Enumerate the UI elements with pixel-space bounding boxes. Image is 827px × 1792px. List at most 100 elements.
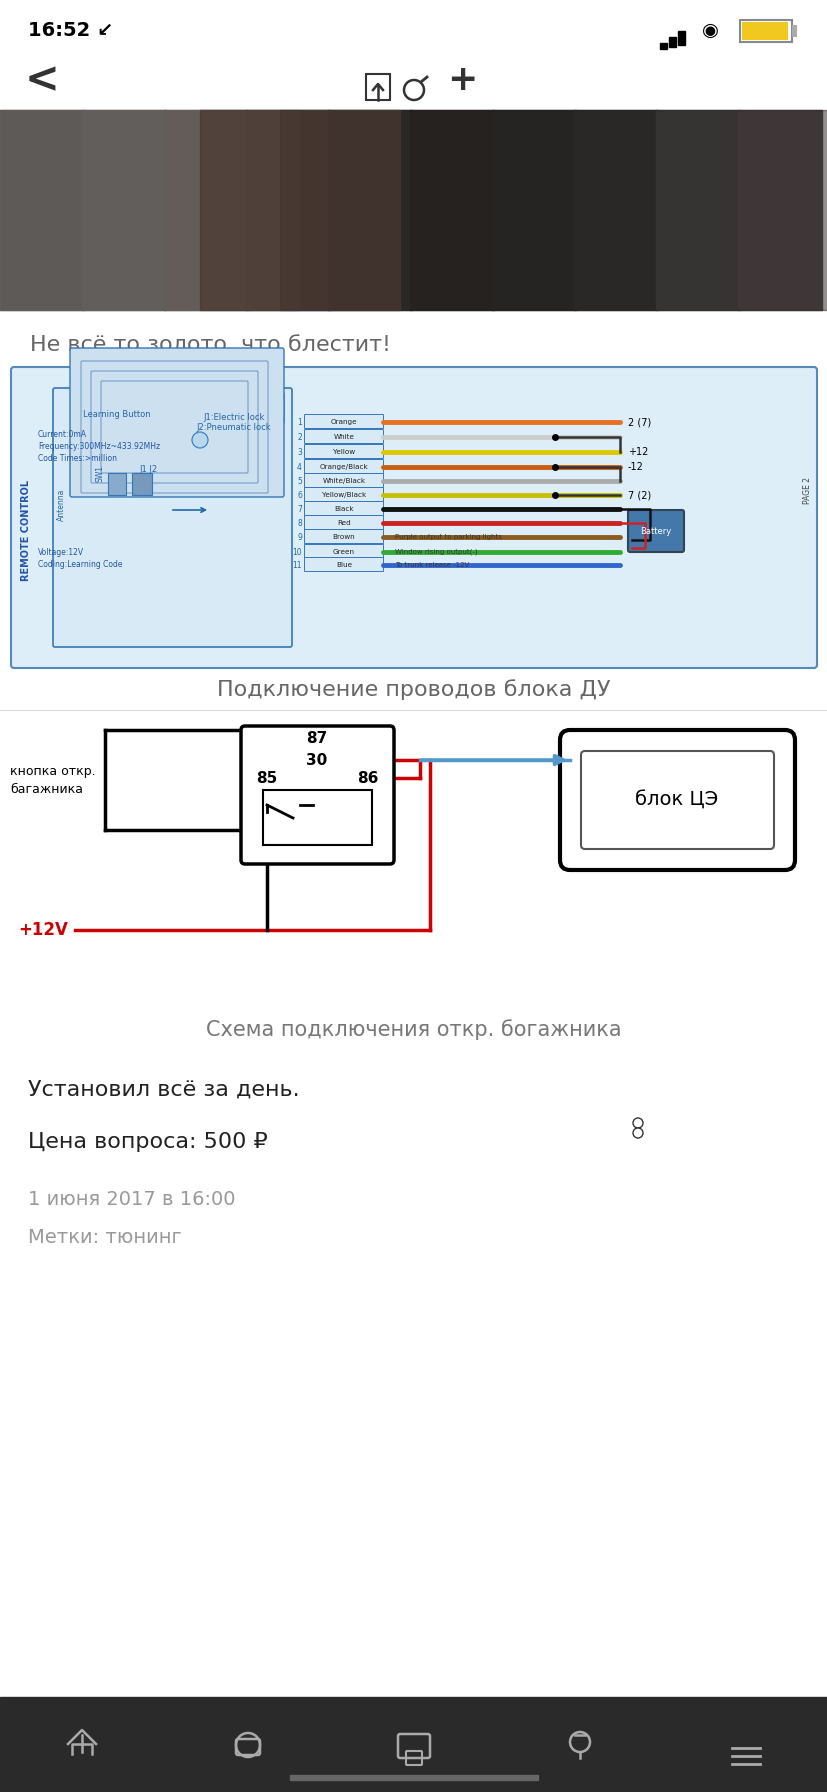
Text: ◉: ◉ xyxy=(700,20,718,39)
FancyBboxPatch shape xyxy=(304,557,383,572)
Bar xyxy=(200,109,399,310)
FancyBboxPatch shape xyxy=(184,392,284,423)
Text: Подключение проводов блока ДУ: Подключение проводов блока ДУ xyxy=(217,679,610,701)
FancyBboxPatch shape xyxy=(53,389,292,647)
Text: Схема подключения откр. богажника: Схема подключения откр. богажника xyxy=(206,1020,621,1041)
Bar xyxy=(677,30,684,45)
Text: Yellow/Black: Yellow/Black xyxy=(322,493,366,498)
Text: 3: 3 xyxy=(297,448,302,457)
Text: +: + xyxy=(447,63,476,97)
Text: Green: Green xyxy=(332,548,355,556)
Text: +12V: +12V xyxy=(18,921,68,939)
Text: кнопка откр.
багажника: кнопка откр. багажника xyxy=(10,765,95,796)
Text: -12: -12 xyxy=(627,462,643,471)
Text: Red: Red xyxy=(337,520,351,527)
Text: 4: 4 xyxy=(297,462,302,471)
FancyBboxPatch shape xyxy=(71,400,163,421)
FancyBboxPatch shape xyxy=(304,444,383,459)
Bar xyxy=(280,109,827,310)
Text: Learning Button: Learning Button xyxy=(83,410,151,419)
Text: Brown: Brown xyxy=(332,534,355,539)
Text: 7 (2): 7 (2) xyxy=(627,489,651,500)
Text: Установил всё за день.: Установил всё за день. xyxy=(28,1081,299,1100)
FancyBboxPatch shape xyxy=(304,516,383,529)
Text: Coding:Learning Code: Coding:Learning Code xyxy=(38,559,122,570)
FancyBboxPatch shape xyxy=(304,430,383,443)
Text: J1 J2: J1 J2 xyxy=(139,464,157,475)
Text: Orange: Orange xyxy=(330,419,357,425)
Bar xyxy=(0,109,84,310)
Bar xyxy=(82,109,165,310)
Bar xyxy=(659,43,667,48)
Text: REMOTE CONTROL: REMOTE CONTROL xyxy=(21,480,31,581)
Bar xyxy=(108,473,126,495)
FancyBboxPatch shape xyxy=(241,726,394,864)
Text: To trunk release -12V: To trunk release -12V xyxy=(394,563,469,568)
Text: Цена вопроса: 500 ₽: Цена вопроса: 500 ₽ xyxy=(28,1133,267,1152)
Text: Метки: тюнинг: Метки: тюнинг xyxy=(28,1228,182,1247)
Bar xyxy=(791,25,796,38)
Text: Battery: Battery xyxy=(639,527,671,536)
Text: 30: 30 xyxy=(306,753,327,767)
FancyBboxPatch shape xyxy=(304,473,383,487)
Text: Window rising output(-): Window rising output(-) xyxy=(394,548,477,556)
FancyBboxPatch shape xyxy=(70,348,284,496)
Bar xyxy=(164,109,248,310)
Text: 85: 85 xyxy=(256,771,277,785)
FancyBboxPatch shape xyxy=(627,511,683,552)
Bar xyxy=(131,473,152,495)
Text: White/Black: White/Black xyxy=(322,478,366,484)
Bar xyxy=(491,109,576,310)
Text: 16:52 ↙: 16:52 ↙ xyxy=(28,20,113,39)
Bar xyxy=(366,73,390,100)
Text: Blue: Blue xyxy=(336,563,351,568)
Text: 6: 6 xyxy=(297,491,302,500)
Bar xyxy=(289,1776,538,1779)
Bar xyxy=(737,109,821,310)
FancyBboxPatch shape xyxy=(304,529,383,543)
Bar xyxy=(741,22,787,39)
FancyBboxPatch shape xyxy=(304,545,383,559)
Text: Black: Black xyxy=(334,505,353,513)
Text: PAGE 2: PAGE 2 xyxy=(802,477,811,504)
Bar xyxy=(0,1697,827,1792)
Bar xyxy=(739,20,791,41)
Bar xyxy=(573,109,657,310)
FancyBboxPatch shape xyxy=(304,502,383,516)
FancyBboxPatch shape xyxy=(304,414,383,428)
Text: Yellow: Yellow xyxy=(332,450,355,455)
Text: 10: 10 xyxy=(292,548,302,557)
Text: Orange/Black: Orange/Black xyxy=(319,464,368,470)
Bar xyxy=(409,109,494,310)
Circle shape xyxy=(404,81,423,100)
Text: 2: 2 xyxy=(297,432,302,441)
Text: White: White xyxy=(333,434,354,441)
Text: Current:0mA: Current:0mA xyxy=(38,430,87,439)
Text: 8: 8 xyxy=(297,518,302,527)
Text: <: < xyxy=(25,59,60,100)
Text: 2 (7): 2 (7) xyxy=(627,418,651,426)
FancyBboxPatch shape xyxy=(581,751,773,849)
Text: Не всё то золото, что блестит!: Не всё то золото, что блестит! xyxy=(30,335,390,355)
Text: 1 июня 2017 в 16:00: 1 июня 2017 в 16:00 xyxy=(28,1190,235,1210)
Bar xyxy=(655,109,739,310)
Text: 11: 11 xyxy=(292,561,302,570)
Bar xyxy=(246,109,330,310)
Text: 7: 7 xyxy=(297,505,302,514)
Text: 1: 1 xyxy=(297,418,302,426)
Text: Voltage:12V: Voltage:12V xyxy=(38,548,84,557)
Text: 5: 5 xyxy=(297,477,302,486)
FancyBboxPatch shape xyxy=(11,367,816,668)
Text: 86: 86 xyxy=(357,771,378,785)
Circle shape xyxy=(632,1127,643,1138)
Text: J2:Pneumatic lock: J2:Pneumatic lock xyxy=(197,423,271,432)
Bar xyxy=(263,790,371,846)
Text: 9: 9 xyxy=(297,532,302,541)
Text: 87: 87 xyxy=(306,731,327,745)
Text: J1:Electric lock: J1:Electric lock xyxy=(203,412,265,421)
Text: SW1: SW1 xyxy=(95,464,104,482)
Text: Purple output to parking lights: Purple output to parking lights xyxy=(394,534,501,539)
FancyBboxPatch shape xyxy=(304,487,383,502)
Bar xyxy=(0,109,299,310)
Circle shape xyxy=(632,1118,643,1127)
